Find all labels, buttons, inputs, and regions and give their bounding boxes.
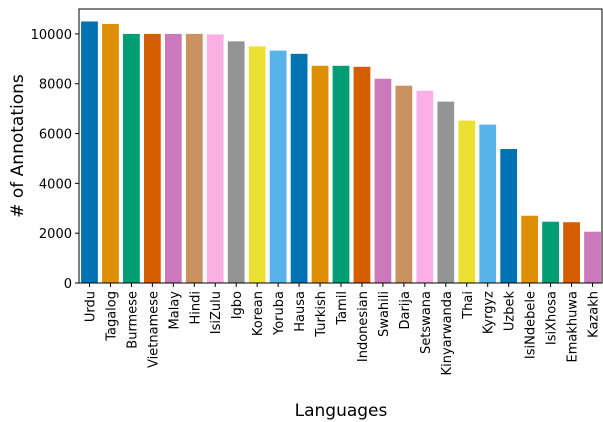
bar-hausa [290, 53, 308, 284]
bar-urdu [81, 21, 98, 283]
x-tick-label: Hindi [188, 291, 203, 325]
bar-tagalog [102, 23, 119, 283]
bar-kinyarwanda [437, 101, 455, 283]
bar-yoruba [269, 50, 287, 283]
y-tick-label: 8000 [39, 78, 72, 93]
bar-setswana [416, 90, 434, 283]
x-tick-label: Emakhuwa [566, 291, 581, 362]
y-tick-label: 6000 [39, 128, 72, 143]
bar-vietnamese [143, 33, 161, 283]
bar-hindi [185, 33, 203, 283]
x-tick-label: Tagalog [104, 291, 119, 342]
x-tick-label: Korean [251, 291, 266, 336]
y-axis-ticks: 0 2000 4000 6000 8000 10000 [31, 28, 79, 292]
x-tick-label: Hausa [293, 291, 308, 332]
bar-emakhuwa [563, 222, 580, 283]
bars-group [81, 21, 601, 284]
x-tick-label: Swahili [377, 291, 392, 337]
x-tick-label: Thai [461, 291, 476, 320]
x-axis-label: Languages [295, 401, 388, 421]
x-tick-label: Kyrgyz [482, 291, 497, 334]
x-tick-label: Burmese [125, 291, 140, 349]
y-tick-label: 4000 [39, 177, 72, 192]
x-tick-label: Kinyarwanda [440, 291, 455, 375]
bar-turkish [311, 65, 329, 283]
x-tick-label: Igbo [230, 291, 245, 319]
plot-frame [78, 8, 603, 284]
x-tick-label: Darija [398, 291, 413, 330]
bar-tamil [332, 65, 350, 283]
x-tick-label: Urdu [83, 291, 98, 322]
x-tick-label: IsiZulu [209, 291, 224, 334]
bar-indonesian [353, 66, 371, 283]
bar-isindebele [521, 215, 539, 283]
x-tick-label: Turkish [314, 291, 329, 338]
bar-korean [248, 46, 266, 283]
x-tick-label: Malay [167, 291, 182, 330]
x-axis-ticks: Urdu Tagalog Burmese Vietnamese Malay Hindi Is… [83, 283, 602, 375]
y-tick-label: 0 [64, 277, 72, 292]
bar-kyrgyz [479, 124, 497, 283]
x-tick-label: IsiNdebele [524, 291, 539, 359]
x-tick-label: Yoruba [272, 291, 287, 336]
x-tick-label: Indonesian [356, 291, 371, 362]
x-tick-label: Uzbek [503, 291, 518, 332]
y-axis-label: # of Annotations [8, 74, 28, 218]
y-tick-label: 2000 [39, 227, 72, 242]
x-tick-label: Tamil [335, 291, 350, 326]
x-tick-label: Setswana [419, 291, 434, 354]
bar-thai [458, 120, 476, 283]
y-tick-label: 10000 [31, 28, 72, 43]
bar-malay [164, 33, 182, 283]
x-tick-label: Vietnamese [146, 291, 161, 368]
bar-isizulu [206, 34, 224, 283]
bar-burmese [123, 33, 140, 283]
bar-igbo [227, 41, 245, 283]
x-tick-label: Kazakh [587, 291, 602, 338]
bar-uzbek [500, 148, 518, 283]
bar-darija [395, 85, 413, 283]
bar-isixhosa [542, 221, 559, 283]
bar-swahili [374, 78, 392, 283]
bar-kazakh [584, 231, 601, 283]
x-tick-label: IsiXhosa [545, 291, 560, 345]
